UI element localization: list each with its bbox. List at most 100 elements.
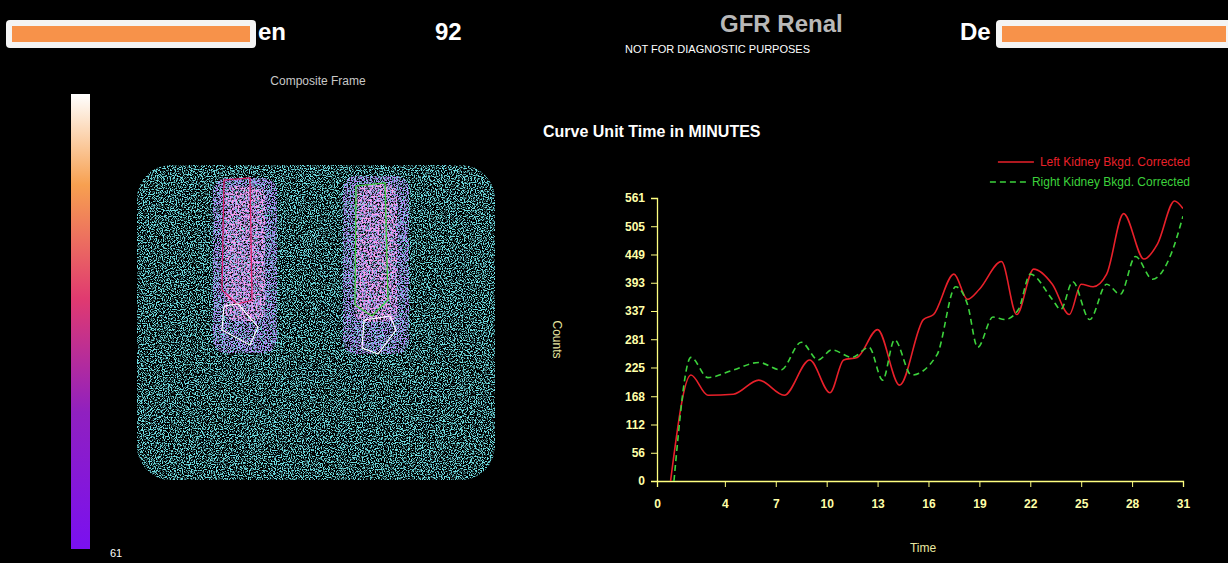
tick: 505 [625,220,657,234]
series-line [671,201,1183,481]
tick-label: 31 [1177,497,1191,511]
tick: 10 [820,481,834,511]
tick-label: 561 [625,191,645,205]
redaction-border [996,20,1228,48]
tick-mark [1183,481,1184,487]
tick: 28 [1126,481,1140,511]
plot-area [671,201,1183,481]
tick: 0 [654,481,661,511]
tick: 337 [625,304,657,318]
tick: 31 [1177,481,1191,511]
x-axis: 0 4 7 10 13 16 19 22 25 28 31 [654,481,1190,511]
kidney-hot [225,186,265,321]
image-title: Composite Frame [270,74,366,88]
tick-label: 25 [1075,497,1089,511]
tick-label: 10 [820,497,834,511]
tick-label: 0 [638,474,645,488]
kidney-hot [355,184,397,322]
tick-mark [878,481,879,487]
series-line [674,216,1183,481]
axis-line [658,482,1184,488]
tick-mark [1030,481,1031,487]
tick: 393 [625,276,657,290]
tick-mark [651,339,657,340]
tick-label: 505 [625,220,645,234]
redaction-border [6,20,256,48]
redaction-bar [12,26,250,42]
tick: 281 [625,333,657,347]
tick-mark [979,481,980,487]
tick-label: 19 [973,497,987,511]
tick-label: 4 [722,497,729,511]
legend-swatch [998,161,1034,163]
tick-mark [651,367,657,368]
tick-mark [651,198,657,199]
tick: 0 [638,474,657,488]
tick: 112 [626,418,657,432]
colorbar-label: 61 [110,547,122,559]
roi [222,304,258,345]
notice: NOT FOR DIAGNOSTIC PURPOSES [625,43,810,55]
legend-swatch [990,181,1026,183]
header-text: GFR Renal [720,10,843,37]
tick-mark [651,396,657,397]
colorbar [71,94,90,549]
tick-mark [1081,481,1082,487]
tick-mark [725,481,726,487]
tick: 22 [1024,481,1038,511]
tick-mark [651,425,657,426]
roi [362,316,396,354]
roi [355,183,388,316]
y-axis-title: Counts [550,320,564,358]
tick-label: 225 [625,361,645,375]
tick-mark [827,481,828,487]
y-axis: 0 56 112 168 225 281 337 393 449 505 561 [625,191,658,488]
tick-mark [651,254,657,255]
scan-noise [137,165,495,480]
tick: 225 [625,361,657,375]
legend: Left Kidney Bkgd. Corrected Right Kidney … [990,155,1190,189]
axis-line [651,199,658,482]
tick-label: 13 [871,497,885,511]
tick: 13 [871,481,885,511]
tick-mark [651,311,657,312]
tick-label: 22 [1024,497,1038,511]
tick: 4 [722,481,729,511]
tick-label: 56 [632,446,646,460]
roi [222,178,252,304]
redaction-bar [1002,26,1226,42]
tick: 561 [625,191,657,205]
legend-label: Right Kidney Bkgd. Corrected [1032,175,1190,189]
tick-mark [651,481,657,482]
tick-mark [651,283,657,284]
legend-label: Left Kidney Bkgd. Corrected [1040,155,1190,169]
tick-label: 112 [626,418,646,432]
tick-label: 16 [922,497,936,511]
tick: 19 [973,481,987,511]
tick-label: 7 [773,497,780,511]
kidney-uptake [343,176,409,354]
header-text: De [960,18,991,45]
header-text: en [258,18,286,45]
tick-label: 393 [625,276,645,290]
tick: 25 [1075,481,1089,511]
tick: 7 [773,481,780,511]
header-text: 92 [435,18,462,45]
tick-mark [776,481,777,487]
tick-label: 281 [625,333,645,347]
scan-image [137,165,495,480]
tick-label: 0 [654,497,661,511]
page: en 92 GFR Renal De NOT FOR DIAGNOSTIC PURPOS… [0,0,1228,563]
tick-mark [928,481,929,487]
kidney-uptake [213,178,277,353]
tick: 449 [625,248,657,262]
tick-mark [651,453,657,454]
tick: 168 [625,390,657,404]
tick-label: 168 [625,390,645,404]
tick-label: 449 [625,248,645,262]
tick-label: 337 [625,304,645,318]
chart-title: Curve Unit Time in MINUTES [543,123,761,140]
tick: 16 [922,481,936,511]
tick-label: 28 [1126,497,1140,511]
tick: 56 [632,446,657,460]
